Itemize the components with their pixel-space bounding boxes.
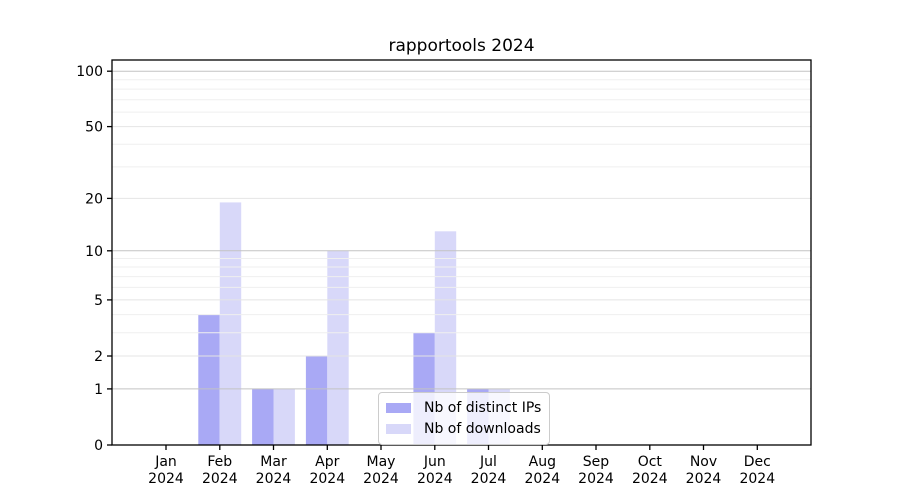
x-tick-label-month-dec: Dec <box>744 454 771 470</box>
legend-swatch-distinct-ips <box>386 402 411 413</box>
chart-title: rapportools 2024 <box>388 36 535 56</box>
legend: Nb of distinct IPs Nb of downloads <box>378 392 551 445</box>
x-tick-label-month-aug: Aug <box>529 454 556 470</box>
y-tick-labels: 0 1 2 5 10 20 50 100 <box>76 64 103 454</box>
x-tick-label-year-oct: 2024 <box>632 471 668 487</box>
y-tick-label-0: 0 <box>94 438 103 454</box>
x-tick-label-year-aug: 2024 <box>524 471 560 487</box>
y-tick-label-10: 10 <box>85 244 103 260</box>
bar-nb-of-downloads-feb <box>219 202 242 445</box>
x-tick-label-year-dec: 2024 <box>739 471 775 487</box>
bar-nb-of-downloads-jun <box>434 231 457 445</box>
y-tick-label-5: 5 <box>94 293 103 309</box>
bar-nb-of-downloads-mar <box>273 388 295 445</box>
axes <box>107 59 812 450</box>
y-tick-label-1: 1 <box>94 382 103 398</box>
plot-spines <box>111 59 812 446</box>
bar-nb-of-distinct-ips-feb <box>198 314 220 445</box>
legend-label-downloads: Nb of downloads <box>424 420 541 437</box>
x-tick-label-month-feb: Feb <box>207 454 232 470</box>
x-tick-labels: Jan2024Feb2024Mar2024Apr2024May2024Jun20… <box>148 454 775 487</box>
legend-item-downloads: Nb of downloads <box>386 418 541 439</box>
y-tick-label-50: 50 <box>85 120 103 136</box>
bar-nb-of-downloads-apr <box>327 250 349 445</box>
x-tick-label-year-apr: 2024 <box>309 471 345 487</box>
x-tick-label-year-jun: 2024 <box>417 471 453 487</box>
x-tick-label-year-sep: 2024 <box>578 471 614 487</box>
x-tick-label-year-jan: 2024 <box>148 471 184 487</box>
legend-label-distinct-ips: Nb of distinct IPs <box>424 399 542 416</box>
legend-item-distinct-ips: Nb of distinct IPs <box>386 397 541 418</box>
x-tick-label-month-jun: Jun <box>423 454 446 470</box>
x-tick-label-month-jan: Jan <box>154 454 177 470</box>
x-tick-label-month-nov: Nov <box>690 454 717 470</box>
x-tick-label-year-feb: 2024 <box>202 471 238 487</box>
y-gridlines <box>112 70 811 390</box>
x-tick-label-month-sep: Sep <box>583 454 610 470</box>
x-tick-label-year-may: 2024 <box>363 471 399 487</box>
y-tick-label-20: 20 <box>85 191 103 207</box>
y-tick-label-2: 2 <box>94 349 103 365</box>
bar-nb-of-distinct-ips-mar <box>252 388 274 445</box>
x-tick-label-year-nov: 2024 <box>686 471 722 487</box>
x-tick-label-year-mar: 2024 <box>256 471 292 487</box>
x-tick-label-month-oct: Oct <box>638 454 663 470</box>
y-tick-label-100: 100 <box>76 64 103 80</box>
bar-nb-of-distinct-ips-apr <box>305 356 328 445</box>
x-tick-label-month-apr: Apr <box>315 454 339 470</box>
x-tick-label-year-jul: 2024 <box>471 471 507 487</box>
legend-swatch-downloads <box>386 423 411 434</box>
x-tick-label-month-mar: Mar <box>260 454 287 470</box>
x-tick-label-month-may: May <box>367 454 396 470</box>
x-tick-label-month-jul: Jul <box>479 454 497 470</box>
